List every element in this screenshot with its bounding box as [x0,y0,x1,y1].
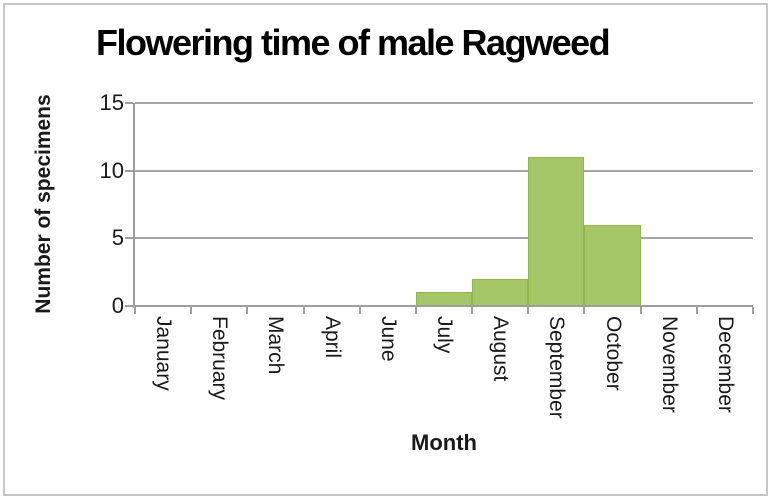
x-tick-label-june: June [376,316,400,362]
gridline-15 [135,102,753,104]
y-tick-15 [125,102,133,104]
x-tick-label-march: March [264,316,288,375]
x-tick-label-september: September [545,316,569,419]
x-tick-0 [134,307,136,314]
x-tick-11 [752,307,754,314]
y-axis-line [133,103,135,308]
x-tick-label-february: February [208,316,232,401]
x-tick-label-december: December [713,316,737,413]
bar-august [472,278,529,306]
x-tick-9 [639,307,642,314]
x-tick-label-august: August [489,316,513,382]
y-axis-title: Number of specimens [32,94,55,314]
x-axis-title: Month [411,430,477,455]
bar-october [584,224,641,306]
x-tick-3 [302,307,305,314]
y-tick-10 [125,169,133,172]
y-tick-label-0: 0 [111,293,124,318]
x-tick-7 [527,307,530,314]
x-axis-line [133,305,753,307]
x-tick-2 [246,307,249,314]
y-tick-label-5: 5 [111,225,124,251]
x-tick-label-october: October [601,316,625,391]
x-tick-4 [358,307,361,314]
x-tick-6 [471,307,474,314]
x-tick-1 [190,307,193,314]
x-tick-label-april: April [320,316,344,359]
bar-july [415,292,473,306]
bar-september [528,157,585,306]
gridline-10 [135,169,753,172]
gridline-5 [135,237,753,240]
x-tick-label-january: January [152,316,176,391]
x-tick-label-november: November [657,316,681,413]
x-tick-5 [414,307,417,314]
x-tick-label-july: July [433,316,456,354]
y-tick-label-10: 10 [99,157,124,183]
y-tick-label-15: 15 [99,90,124,115]
y-tick-0 [125,305,133,307]
x-tick-8 [583,307,586,314]
x-tick-10 [695,307,698,314]
y-tick-5 [125,237,133,240]
chart-title: Flowering time of male Ragweed [96,22,611,63]
